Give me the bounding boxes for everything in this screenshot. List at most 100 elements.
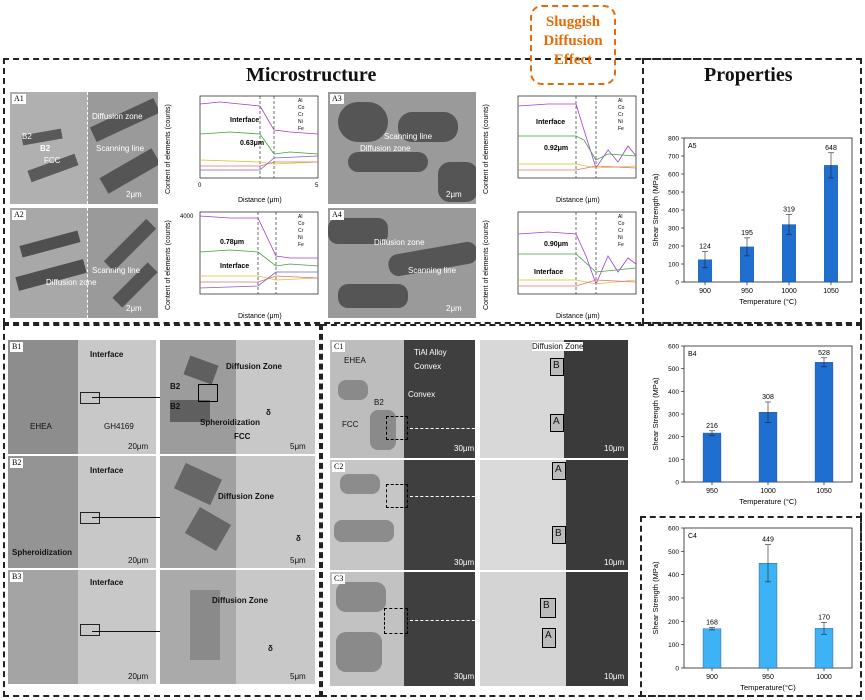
sem-image-c3-zoom bbox=[480, 572, 628, 686]
a4-xlabel: Distance (μm) bbox=[556, 313, 600, 320]
a2-legend-al: Al bbox=[298, 214, 302, 220]
bar bbox=[824, 165, 838, 283]
c2-box-a-label: A bbox=[555, 464, 562, 475]
c1-tial-label: TiAl Alloy bbox=[414, 348, 447, 357]
y-tick-label: 300 bbox=[668, 226, 679, 233]
a4-legend-ni: Ni bbox=[618, 235, 623, 241]
y-tick-label: 100 bbox=[668, 262, 679, 269]
y-tick-label: 100 bbox=[668, 642, 679, 649]
panel-label-b1: B1 bbox=[10, 342, 24, 352]
x-tick-label: 1000 bbox=[760, 488, 776, 495]
linescan-chart-a2: 0.78μm Interface Content of elements (co… bbox=[165, 211, 319, 320]
b2-delta-label: δ bbox=[296, 534, 301, 543]
x-axis-label: Temperature(°C) bbox=[740, 683, 796, 692]
y-tick-label: 0 bbox=[675, 666, 679, 673]
a2-legend-co: Co bbox=[298, 221, 305, 227]
c1-fcc-label: FCC bbox=[342, 420, 359, 429]
c1-scale-right: 10μm bbox=[604, 444, 625, 453]
a4-legend-co: Co bbox=[618, 221, 625, 227]
a1-ylabel: Content of elements (counts) bbox=[165, 104, 172, 194]
a3-scale-bar: 2μm bbox=[446, 190, 462, 199]
panel-label-a1: A1 bbox=[12, 94, 26, 104]
c2-box-b-label: B bbox=[555, 528, 562, 539]
sem-image-c3 bbox=[330, 572, 475, 686]
a2-xlabel: Distance (μm) bbox=[238, 313, 282, 320]
properties-title: Properties bbox=[704, 64, 793, 86]
y-tick-label: 0 bbox=[675, 280, 679, 287]
data-label: 319 bbox=[783, 207, 795, 214]
a3-xlabel: Distance (μm) bbox=[556, 197, 600, 204]
b1-diffusion-zone-label: Diffusion Zone bbox=[226, 362, 282, 371]
y-axis-label: Shear Strength (MPa) bbox=[651, 561, 660, 634]
y-tick-label: 500 bbox=[668, 549, 679, 556]
b3-interface-label: Interface bbox=[90, 578, 124, 587]
x-tick-label: 950 bbox=[762, 674, 774, 681]
sluggish-line-2: Diffusion bbox=[543, 33, 603, 49]
c3-box-a-label: A bbox=[545, 630, 552, 641]
section-c4-box bbox=[640, 516, 862, 697]
a3-legend-ni: Ni bbox=[618, 119, 623, 125]
y-tick-label: 400 bbox=[668, 572, 679, 579]
a1-legend-cr: Cr bbox=[298, 112, 304, 118]
a4-label-scanning-line: Scanning line bbox=[408, 266, 457, 275]
data-label: 216 bbox=[706, 423, 718, 430]
a1-xlabel: Distance (μm) bbox=[238, 197, 282, 204]
b3-delta-label: δ bbox=[268, 644, 273, 653]
a2-legend-ni: Ni bbox=[298, 235, 303, 241]
y-tick-label: 0 bbox=[675, 480, 679, 487]
b2-interface-label: Interface bbox=[90, 466, 124, 475]
a1-label-diffusion-zone: Diffusion zone bbox=[92, 112, 143, 121]
a2-label-scanning-line: Scanning line bbox=[92, 266, 141, 275]
a4-width-label: 0.90μm bbox=[544, 241, 568, 248]
sem-image-a4 bbox=[328, 208, 476, 318]
sem-image-b3 bbox=[8, 570, 156, 684]
a3-legend-fe: Fe bbox=[618, 126, 624, 132]
c1-box-a-label: A bbox=[553, 416, 560, 427]
b1-scale-left: 20μm bbox=[128, 442, 149, 451]
a3-legend-al: Al bbox=[618, 98, 622, 104]
data-label: 449 bbox=[762, 537, 774, 544]
b1-delta-label: δ bbox=[266, 408, 271, 417]
data-label: 308 bbox=[762, 394, 774, 401]
sem-image-c1-zoom bbox=[480, 340, 628, 458]
a1-interface-label: Interface bbox=[230, 117, 259, 124]
linescan-chart-a3: Interface 0.92μm Content of elements (co… bbox=[483, 95, 637, 204]
a2-legend-fe: Fe bbox=[298, 242, 304, 248]
x-axis-label: Temperature (°C) bbox=[739, 497, 797, 506]
sem-image-c1 bbox=[330, 340, 475, 458]
y-tick-label: 400 bbox=[668, 389, 679, 396]
microstructure-title: Microstructure bbox=[246, 64, 377, 86]
a3-label-diffusion-zone: Diffusion zone bbox=[360, 144, 411, 153]
sem-image-c2-zoom bbox=[480, 460, 628, 570]
y-tick-label: 300 bbox=[668, 412, 679, 419]
a1-label-scanning-line: Scanning line bbox=[96, 144, 145, 153]
data-label: 124 bbox=[699, 244, 711, 251]
b1-fcc-label: FCC bbox=[234, 432, 251, 441]
x-tick-label: 1000 bbox=[781, 288, 797, 295]
y-tick-label: 500 bbox=[668, 366, 679, 373]
sluggish-diffusion-callout: Sluggish Diffusion Effect bbox=[530, 5, 616, 85]
a1-width-label: 0.63μm bbox=[240, 140, 264, 147]
a4-label-diffusion-zone: Diffusion zone bbox=[374, 238, 425, 247]
a4-legend-cr: Cr bbox=[618, 228, 624, 234]
panel-label-c1: C1 bbox=[332, 342, 346, 352]
sem-image-a3 bbox=[328, 92, 476, 204]
sluggish-line-3: Effect bbox=[553, 52, 593, 68]
bar-chart-c4: C4 0 100 200 300 400 500 600 168 900 449 950 170 1000… bbox=[651, 526, 853, 692]
a1-scale-bar: 2μm bbox=[126, 190, 142, 199]
c1-ehea-label: EHEA bbox=[344, 356, 366, 365]
y-tick-label: 200 bbox=[668, 244, 679, 251]
sem-image-b1-zoom bbox=[160, 340, 315, 454]
x-tick-label: 900 bbox=[699, 288, 711, 295]
b2-scale-right: 5μm bbox=[290, 556, 306, 565]
a3-label-scanning-line: Scanning line bbox=[384, 132, 433, 141]
x-tick-label: 1050 bbox=[816, 488, 832, 495]
sem-image-c2 bbox=[330, 460, 475, 570]
panel-label-c2: C2 bbox=[332, 462, 346, 472]
data-label: 170 bbox=[818, 615, 830, 622]
b1-gh4169-label: GH4169 bbox=[104, 422, 134, 431]
bar-chart-b4: B4 0 100 200 300 400 500 600 216 950 308 1000 528 105… bbox=[651, 344, 853, 506]
a3-ylabel: Content of elements (counts) bbox=[483, 104, 490, 194]
y-tick-label: 800 bbox=[668, 136, 679, 143]
x-tick-label: 1050 bbox=[823, 288, 839, 295]
